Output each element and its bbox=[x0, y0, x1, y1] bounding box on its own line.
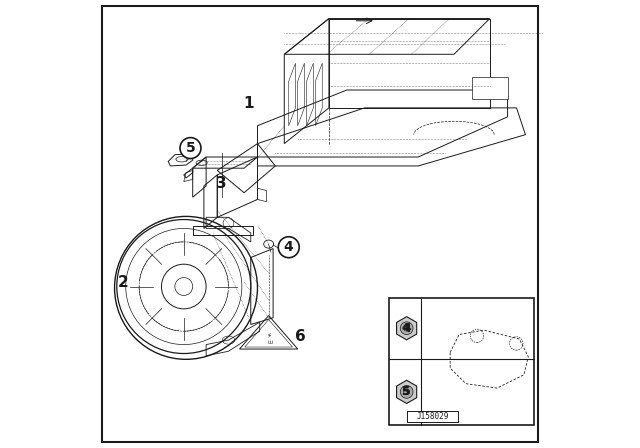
Text: 6: 6 bbox=[294, 329, 305, 344]
Text: 5: 5 bbox=[403, 385, 412, 398]
Text: 1: 1 bbox=[243, 96, 254, 111]
Polygon shape bbox=[397, 380, 417, 404]
Polygon shape bbox=[397, 317, 417, 340]
FancyBboxPatch shape bbox=[407, 411, 458, 422]
Text: J158029: J158029 bbox=[417, 412, 449, 421]
Circle shape bbox=[400, 385, 413, 398]
Bar bbox=[389, 297, 534, 425]
Text: 3: 3 bbox=[216, 177, 226, 191]
Text: 5: 5 bbox=[186, 141, 195, 155]
Text: 5: 5 bbox=[401, 387, 409, 397]
Text: ⚡: ⚡ bbox=[266, 333, 271, 339]
Text: 4: 4 bbox=[403, 322, 412, 335]
Text: 2: 2 bbox=[118, 275, 129, 289]
Circle shape bbox=[400, 322, 413, 335]
Text: 4: 4 bbox=[284, 240, 294, 254]
Text: ꟺ: ꟺ bbox=[267, 340, 272, 345]
Bar bbox=[472, 77, 508, 99]
Text: 4: 4 bbox=[401, 323, 409, 333]
